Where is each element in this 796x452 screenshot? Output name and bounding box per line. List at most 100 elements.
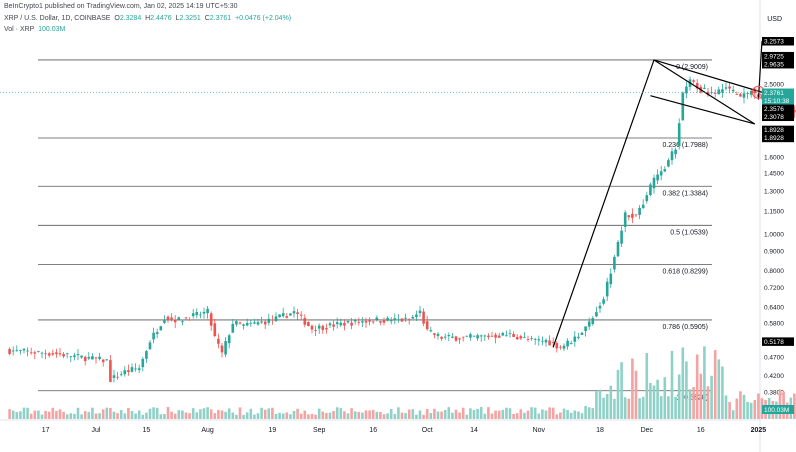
volume-bar	[47, 411, 51, 419]
volume-bar	[375, 411, 379, 419]
volume-bar	[119, 410, 123, 419]
volume-bar	[753, 400, 757, 419]
volume-bar	[19, 411, 22, 419]
volume-bar	[98, 413, 101, 419]
candle-body	[515, 337, 519, 340]
volume-bar	[105, 407, 109, 419]
volume-bar	[289, 414, 292, 419]
volume-bar	[141, 414, 145, 419]
candle-body	[562, 345, 566, 349]
candle-body	[501, 332, 505, 336]
candle-body	[263, 321, 267, 325]
candle-body	[526, 338, 530, 340]
volume-bar	[710, 375, 713, 419]
candle-body	[728, 86, 731, 89]
candle-body	[674, 149, 677, 155]
volume-badge	[762, 405, 794, 414]
candle-body	[353, 319, 357, 322]
y-tick-label: 0.6400	[764, 304, 784, 311]
candle-body	[191, 313, 195, 317]
volume-bar	[343, 411, 346, 419]
volume-bar	[303, 410, 307, 419]
volume-bar	[757, 393, 760, 419]
candle-body	[163, 320, 166, 323]
volume-bar	[310, 413, 314, 419]
y-tick-label: 1.6000	[764, 155, 784, 162]
candle-body	[177, 317, 181, 320]
volume-bar	[706, 386, 710, 419]
candle-body	[411, 316, 415, 319]
candle-body	[465, 335, 469, 337]
volume-bar	[285, 412, 289, 419]
volume-bar	[101, 409, 105, 419]
candle-body	[335, 322, 339, 325]
volume-bar	[512, 414, 515, 419]
candle-body	[173, 319, 177, 323]
candle-body	[415, 314, 418, 317]
volume-bar	[184, 412, 188, 419]
volume-bar	[415, 414, 418, 419]
candle-body	[47, 353, 51, 356]
candle-body	[476, 335, 479, 339]
candle-body	[422, 311, 425, 324]
volume-bar	[65, 414, 69, 419]
volume-bar	[703, 346, 706, 419]
candle-body	[667, 160, 670, 167]
candle-body	[645, 195, 649, 202]
candle-body	[483, 335, 487, 337]
candle-body	[267, 318, 271, 323]
x-tick-label: 17	[42, 427, 50, 434]
ohlc-l-label: L	[175, 15, 180, 22]
candle-body	[371, 321, 375, 323]
candle-body	[573, 336, 577, 342]
volume-bar	[713, 350, 717, 419]
volume-bar	[548, 407, 551, 419]
candle-body	[245, 322, 249, 326]
volume-bar	[566, 409, 569, 419]
candle-body	[181, 321, 184, 323]
volume-bar	[224, 411, 227, 419]
candle-body	[447, 335, 451, 337]
fib-level-label: 1 (0.3828)	[676, 395, 708, 402]
candle-body	[152, 332, 155, 340]
volume-bar	[436, 411, 440, 419]
volume-bar	[411, 409, 415, 419]
volume-bar	[62, 411, 65, 419]
candle-body	[199, 314, 202, 316]
candle-body	[580, 332, 584, 335]
volume-bar	[123, 413, 127, 419]
volume-bar	[573, 410, 577, 419]
candle-body	[220, 345, 224, 353]
candle-body	[307, 321, 310, 327]
price-badge	[762, 96, 794, 106]
volume-bar	[613, 398, 616, 419]
candle-body	[508, 333, 512, 334]
candle-body	[249, 322, 253, 324]
volume-bar	[249, 408, 253, 419]
candle-body	[404, 317, 407, 319]
volume-bar	[191, 408, 195, 419]
volume-bar	[663, 377, 667, 419]
x-tick-label: Jul	[92, 427, 101, 434]
candle-body	[479, 335, 483, 337]
volume-bar	[623, 397, 627, 419]
candle-body	[227, 335, 231, 344]
candle-body	[127, 370, 130, 373]
candle-body	[469, 334, 472, 338]
candle-body	[289, 313, 292, 316]
volume-bar	[397, 407, 400, 419]
symbol-label: XRP / U.S. Dollar, 1D, COINBASE	[4, 15, 111, 22]
candle-body	[706, 91, 710, 96]
volume-bar	[314, 414, 317, 419]
volume-bar	[717, 359, 721, 419]
volume-bar	[235, 414, 238, 419]
volume-bar	[519, 409, 523, 419]
candle-body	[523, 337, 526, 338]
volume-bar	[188, 413, 191, 419]
candle-body	[137, 368, 141, 371]
price-badge	[762, 125, 794, 135]
volume-bar	[170, 411, 173, 419]
candle-body	[742, 93, 746, 98]
volume-bar	[353, 411, 357, 419]
volume-bar	[51, 407, 55, 419]
